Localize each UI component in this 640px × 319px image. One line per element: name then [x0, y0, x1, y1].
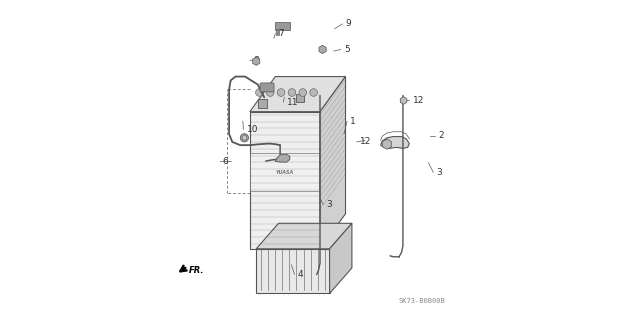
- Text: 1: 1: [350, 117, 356, 126]
- Bar: [296, 94, 304, 102]
- Text: 12: 12: [413, 96, 424, 105]
- Bar: [276, 29, 280, 35]
- Text: 11: 11: [287, 98, 298, 107]
- Circle shape: [242, 136, 246, 140]
- Text: 7: 7: [278, 29, 284, 38]
- Polygon shape: [250, 112, 320, 249]
- Circle shape: [255, 89, 263, 96]
- Bar: [275, 22, 290, 30]
- Text: 3: 3: [326, 200, 332, 209]
- Bar: [250, 153, 319, 191]
- Text: YUASA: YUASA: [276, 170, 294, 175]
- Polygon shape: [256, 249, 330, 293]
- Bar: [258, 99, 268, 108]
- Text: 9: 9: [346, 19, 351, 28]
- Polygon shape: [275, 154, 290, 162]
- Text: 4: 4: [298, 270, 303, 279]
- Text: 10: 10: [246, 125, 258, 134]
- FancyBboxPatch shape: [260, 83, 274, 92]
- Text: 8: 8: [253, 56, 259, 65]
- Text: 12: 12: [360, 137, 371, 146]
- Circle shape: [266, 89, 274, 96]
- Polygon shape: [381, 137, 410, 148]
- Text: FR.: FR.: [189, 266, 205, 275]
- Text: 5: 5: [344, 45, 349, 54]
- Polygon shape: [330, 223, 352, 293]
- Circle shape: [299, 89, 307, 96]
- Polygon shape: [320, 77, 346, 249]
- Circle shape: [277, 89, 285, 96]
- Text: 2: 2: [438, 131, 444, 140]
- Polygon shape: [256, 223, 352, 249]
- Text: 6: 6: [223, 157, 228, 166]
- Circle shape: [310, 89, 317, 96]
- Circle shape: [240, 134, 248, 142]
- Text: SK73-B0B00B: SK73-B0B00B: [399, 299, 445, 304]
- Text: 3: 3: [436, 168, 442, 177]
- Polygon shape: [250, 77, 346, 112]
- Circle shape: [288, 89, 296, 96]
